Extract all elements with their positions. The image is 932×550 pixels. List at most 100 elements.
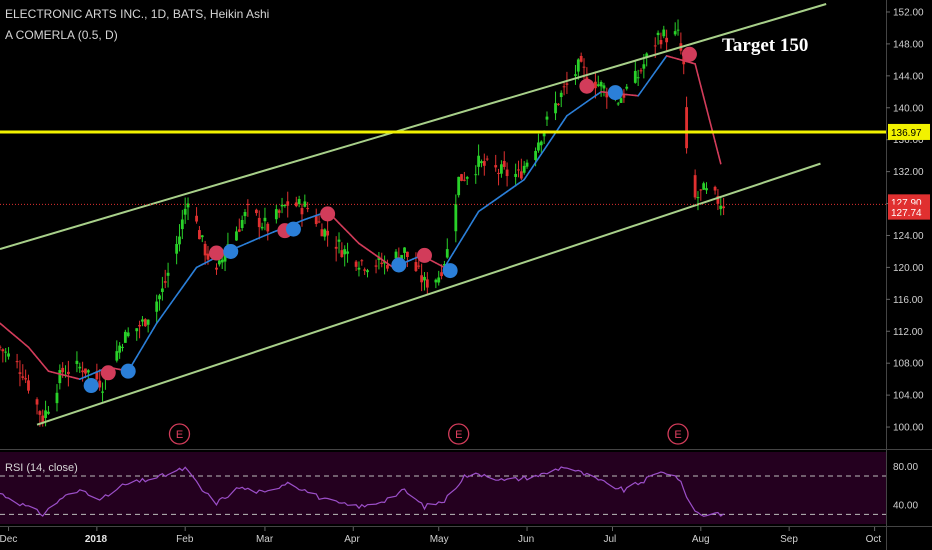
candle-body	[274, 209, 278, 220]
x-tick-label: May	[430, 534, 449, 545]
candle-body	[460, 174, 463, 181]
candle-body	[155, 301, 159, 312]
candle-body	[7, 353, 10, 357]
candle-body	[294, 202, 298, 207]
candle-body	[576, 59, 580, 72]
candle-body	[497, 172, 500, 174]
moving-average-segment	[560, 119, 565, 126]
resistance-price-label: 136.97	[891, 128, 922, 139]
moving-average-segment	[135, 351, 141, 358]
candle-body	[605, 93, 609, 98]
candle-body	[542, 131, 546, 137]
rsi-label: RSI (14, close)	[5, 462, 78, 474]
y-tick-label: 152.00	[893, 7, 924, 18]
candle-body	[705, 188, 708, 191]
candle-body	[215, 267, 218, 270]
candle-body	[699, 189, 703, 191]
y-tick-label: 144.00	[893, 71, 924, 82]
candle-body	[320, 229, 324, 237]
y-tick-label: 124.00	[893, 231, 924, 242]
moving-average-segment	[714, 140, 719, 154]
y-tick-label: 112.00	[893, 327, 923, 338]
moving-average-segment	[164, 306, 169, 313]
candle-body	[462, 179, 466, 181]
moving-average-segment	[702, 96, 708, 110]
candle-body	[537, 142, 540, 151]
candle-body	[659, 40, 663, 45]
moving-average-segment	[523, 174, 528, 181]
candle-body	[403, 247, 406, 253]
candle-body	[95, 371, 99, 380]
candle-body	[423, 276, 426, 281]
x-tick-label: Dec	[0, 534, 17, 545]
indicator-label: A COMERLA (0.5, D)	[5, 28, 118, 42]
last-price-label: 127.74	[891, 208, 922, 219]
candle-body	[400, 254, 404, 261]
moving-average-segment	[546, 140, 551, 147]
candle-body	[639, 70, 643, 72]
candle-body	[565, 83, 569, 85]
candle-body	[326, 230, 330, 236]
candle-body	[457, 176, 461, 196]
y-tick-label: 108.00	[893, 359, 924, 370]
candle-body	[123, 331, 127, 343]
candle-body	[317, 221, 321, 223]
candle-body	[126, 332, 130, 337]
moving-average-segment	[662, 55, 668, 61]
candle-body	[15, 361, 19, 363]
candle-body	[98, 380, 102, 388]
candle-body	[41, 415, 45, 424]
x-tick-label: Aug	[692, 534, 710, 545]
candle-body	[443, 263, 446, 266]
candle-body	[545, 116, 549, 120]
x-tick-label: Mar	[256, 534, 274, 545]
candle-body	[1, 349, 5, 352]
candle-body	[121, 346, 124, 348]
moving-average-segment	[534, 157, 540, 164]
moving-average-segment	[455, 243, 460, 250]
candle-body	[719, 205, 723, 210]
candle-body	[314, 215, 318, 225]
moving-average-segment	[717, 151, 722, 165]
moving-average-segment	[543, 144, 548, 151]
candle-body	[485, 158, 489, 160]
candle-body	[554, 103, 557, 114]
candle-body	[625, 86, 629, 89]
candle-body	[337, 239, 341, 242]
candle-body	[297, 199, 301, 205]
moving-average-segment	[469, 220, 474, 227]
candle-body	[366, 270, 369, 273]
earnings-label: E	[176, 429, 183, 441]
candle-body	[141, 319, 144, 322]
candle-body	[363, 269, 367, 271]
moving-average-segment	[155, 318, 161, 325]
candle-body	[519, 171, 523, 179]
candle-body	[143, 319, 147, 327]
candle-body	[405, 251, 409, 257]
candle-body	[101, 391, 104, 393]
candle-body	[38, 411, 42, 415]
candle-body	[178, 236, 181, 245]
moving-average-segment	[537, 153, 543, 160]
candle-body	[58, 370, 62, 384]
candle-body	[203, 243, 207, 256]
moving-average-segment	[184, 278, 189, 285]
candle-body	[562, 86, 566, 88]
candle-body	[47, 411, 50, 414]
channel-line-upper	[0, 3, 827, 251]
candle-body	[35, 399, 39, 405]
moving-average-segment	[138, 346, 144, 353]
signal-marker-sell	[209, 245, 225, 261]
candle-body	[633, 70, 637, 83]
x-tick-label: Jul	[604, 534, 617, 545]
candle-body	[465, 177, 469, 179]
moving-average-segment	[170, 298, 175, 305]
moving-average-segment	[645, 79, 651, 85]
candle-body	[574, 74, 577, 76]
signal-marker-sell	[416, 247, 432, 263]
candle-body	[235, 231, 238, 241]
candle-body	[602, 85, 606, 89]
signal-marker-buy	[120, 363, 136, 379]
candle-body	[425, 279, 429, 288]
